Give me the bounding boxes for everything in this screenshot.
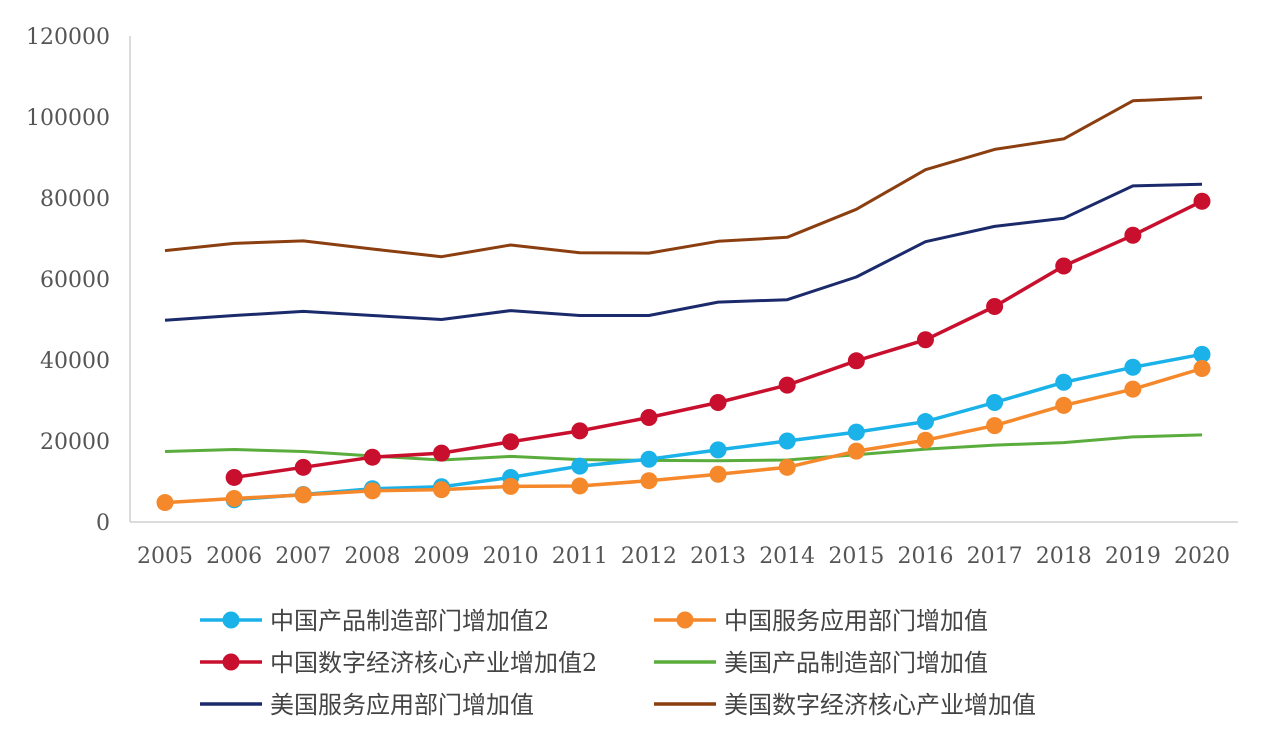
data-point-series-3 <box>916 331 934 349</box>
legend-label: 中国产品制造部门增加值2 <box>270 607 549 635</box>
series-lines <box>164 96 1203 505</box>
data-point-series-1 <box>778 432 796 450</box>
data-point-series-3 <box>1193 192 1211 210</box>
data-point-series-2 <box>640 472 658 490</box>
series-line-2 <box>164 366 1203 505</box>
data-point-series-3 <box>986 298 1004 316</box>
data-point-series-2 <box>294 486 312 504</box>
data-point-series-2 <box>156 494 174 512</box>
data-point-series-1 <box>1193 345 1211 363</box>
y-axis-ticks: 0 20000 40000 60000 80000 100000 120000 <box>26 25 110 536</box>
x-tick-label: 2020 <box>1174 544 1230 569</box>
x-tick-label: 2014 <box>759 544 815 569</box>
data-point-series-2 <box>709 465 727 483</box>
legend-swatch-marker <box>676 611 694 629</box>
data-point-series-3 <box>847 352 865 370</box>
x-tick-label: 2006 <box>206 544 262 569</box>
x-tick-label: 2015 <box>828 544 884 569</box>
data-point-series-2 <box>433 481 451 499</box>
x-tick-label: 2007 <box>275 544 331 569</box>
data-point-series-1 <box>1124 358 1142 376</box>
legend-label: 美国产品制造部门增加值 <box>724 649 988 677</box>
data-point-series-3 <box>1055 257 1073 275</box>
data-point-series-3 <box>225 468 243 486</box>
data-point-series-3 <box>709 394 727 412</box>
series-line-5 <box>164 182 1203 322</box>
x-tick-label: 2008 <box>344 544 400 569</box>
y-tick-label: 80000 <box>40 187 110 212</box>
data-point-series-2 <box>225 490 243 508</box>
x-tick-label: 2013 <box>690 544 746 569</box>
data-point-series-1 <box>1055 373 1073 391</box>
legend-swatch-marker <box>222 653 240 671</box>
x-tick-label: 2016 <box>897 544 953 569</box>
y-tick-label: 20000 <box>40 430 110 455</box>
data-point-series-1 <box>640 450 658 468</box>
data-point-series-3 <box>294 458 312 476</box>
series-line-6 <box>164 96 1203 259</box>
y-tick-label: 100000 <box>26 106 110 131</box>
x-tick-label: 2005 <box>137 544 193 569</box>
data-point-series-3 <box>571 422 589 440</box>
data-point-series-2 <box>1055 396 1073 414</box>
data-point-series-2 <box>1124 380 1142 398</box>
data-point-series-2 <box>1193 360 1211 378</box>
data-point-series-2 <box>847 442 865 460</box>
x-tick-label: 2010 <box>483 544 539 569</box>
data-point-series-2 <box>571 477 589 495</box>
data-point-series-3 <box>640 409 658 427</box>
data-point-series-2 <box>502 477 520 495</box>
data-point-series-3 <box>433 444 451 462</box>
y-tick-label: 120000 <box>26 25 110 50</box>
data-point-series-1 <box>571 457 589 475</box>
data-point-series-2 <box>363 482 381 500</box>
legend-label: 中国服务应用部门增加值 <box>724 607 988 635</box>
data-point-series-2 <box>916 431 934 449</box>
data-point-series-3 <box>502 433 520 451</box>
x-tick-label: 2019 <box>1105 544 1161 569</box>
legend-label: 美国数字经济核心产业增加值 <box>724 691 1036 719</box>
legend-swatch-marker <box>222 611 240 629</box>
y-tick-label: 60000 <box>40 268 110 293</box>
data-point-series-3 <box>363 448 381 466</box>
data-point-series-3 <box>1124 226 1142 244</box>
data-point-series-2 <box>986 417 1004 435</box>
data-point-series-1 <box>916 413 934 431</box>
legend-label: 美国服务应用部门增加值 <box>270 691 534 719</box>
axes <box>129 36 1238 523</box>
y-tick-label: 40000 <box>40 349 110 374</box>
series-markers <box>156 192 1211 512</box>
series-line-4 <box>164 433 1203 463</box>
data-point-series-1 <box>847 423 865 441</box>
data-point-series-1 <box>986 394 1004 412</box>
x-tick-label: 2009 <box>414 544 470 569</box>
x-tick-label: 2011 <box>552 544 608 569</box>
legend-label: 中国数字经济核心产业增加值2 <box>270 649 597 677</box>
x-axis-ticks: 2005 2006 2007 2008 2009 2010 2011 2012 2013 2014… <box>137 544 1230 569</box>
x-tick-label: 2018 <box>1036 544 1092 569</box>
data-point-series-3 <box>778 376 796 394</box>
x-tick-label: 2017 <box>967 544 1023 569</box>
data-point-series-1 <box>709 441 727 459</box>
x-tick-label: 2012 <box>621 544 677 569</box>
data-point-series-2 <box>778 458 796 476</box>
y-tick-label: 0 <box>96 511 110 536</box>
